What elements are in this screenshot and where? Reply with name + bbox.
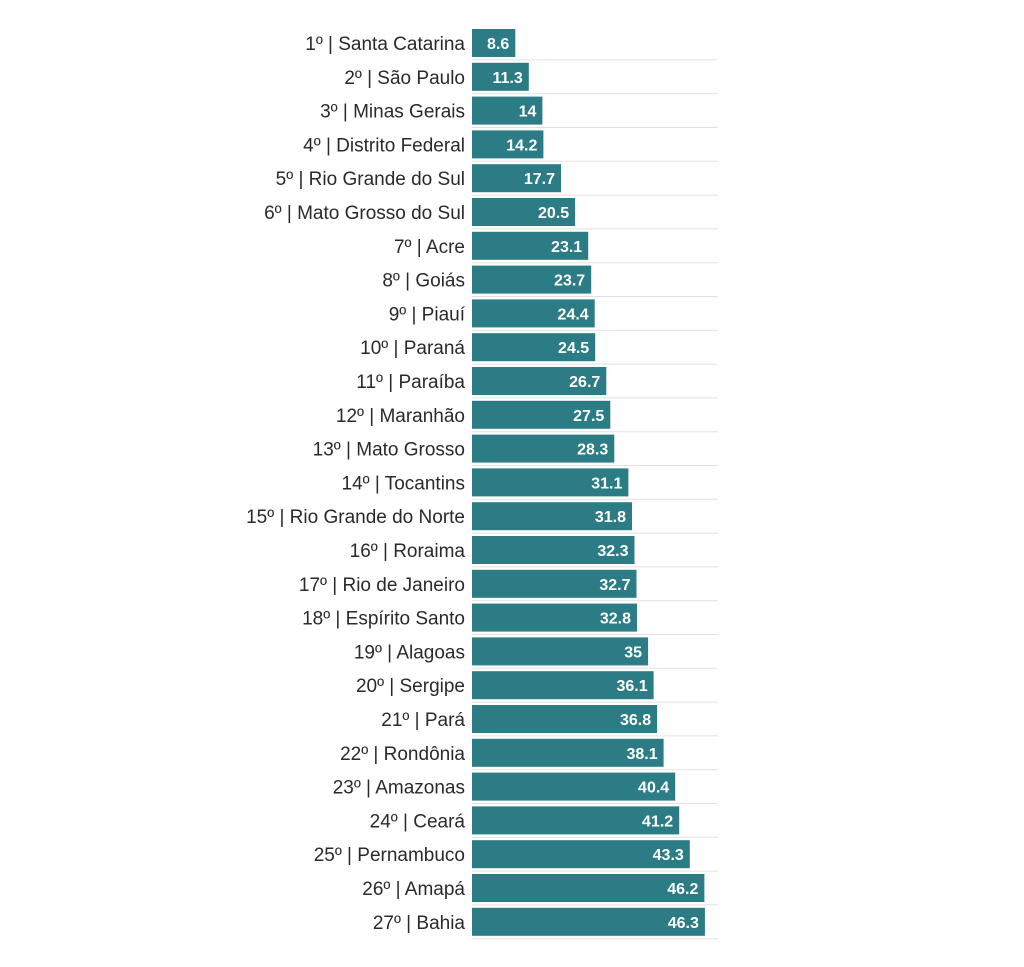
value-label: 28.3 — [577, 442, 608, 459]
category-label: 9º | Piauí — [389, 304, 466, 325]
category-label: 15º | Rio Grande do Norte — [246, 507, 465, 528]
value-label: 36.1 — [616, 678, 647, 695]
bar — [472, 130, 544, 159]
bar — [472, 907, 705, 936]
value-label: 40.4 — [638, 780, 669, 797]
bar — [472, 198, 576, 226]
category-label: 16º | Roraima — [350, 541, 466, 562]
bar — [472, 536, 635, 564]
bar — [472, 265, 592, 294]
value-label: 8.6 — [487, 36, 509, 53]
value-label: 23.1 — [551, 239, 582, 256]
bar — [472, 299, 595, 328]
category-label: 7º | Acre — [394, 237, 465, 258]
category-label: 8º | Goiás — [382, 271, 465, 292]
bar — [472, 603, 637, 632]
value-label: 46.2 — [667, 881, 698, 898]
category-label: 4º | Distrito Federal — [303, 135, 465, 156]
category-label: 5º | Rio Grande do Sul — [276, 169, 465, 190]
bar — [472, 874, 705, 902]
category-label: 23º | Amazonas — [333, 778, 465, 799]
value-label: 20.5 — [538, 205, 569, 222]
value-label: 36.8 — [620, 712, 651, 729]
category-label: 21º | Pará — [381, 710, 465, 731]
category-label: 3º | Minas Gerais — [320, 102, 465, 123]
category-label: 13º | Mato Grosso — [313, 440, 465, 461]
category-label: 26º | Amapá — [362, 879, 465, 900]
value-label: 26.7 — [569, 374, 600, 391]
category-label: 12º | Maranhão — [336, 406, 465, 427]
category-label: 14º | Tocantins — [342, 473, 466, 494]
category-label: 2º | São Paulo — [344, 68, 465, 89]
category-label: 17º | Rio de Janeiro — [299, 575, 465, 596]
value-label: 32.3 — [597, 543, 628, 560]
category-label: 25º | Pernambuco — [314, 845, 465, 866]
bar — [472, 231, 589, 260]
bar — [472, 164, 561, 193]
value-label: 23.7 — [554, 273, 585, 290]
category-label: 19º | Alagoas — [354, 642, 465, 663]
category-label: 24º | Ceará — [370, 811, 466, 832]
bar — [472, 96, 543, 125]
bar — [472, 637, 649, 666]
bar — [472, 62, 529, 91]
bar — [472, 434, 615, 463]
value-label: 32.7 — [599, 577, 630, 594]
category-label: 6º | Mato Grosso do Sul — [264, 203, 465, 224]
value-label: 17.7 — [524, 171, 555, 188]
bar — [472, 333, 596, 362]
bar — [472, 840, 690, 869]
value-label: 46.3 — [668, 915, 699, 932]
value-label: 31.1 — [591, 475, 622, 492]
category-label: 20º | Sergipe — [356, 676, 465, 697]
bar — [472, 367, 607, 395]
bar — [472, 569, 637, 598]
bar — [472, 806, 680, 835]
bar — [472, 400, 611, 429]
category-label: 11º | Paraíba — [356, 372, 465, 393]
value-label: 27.5 — [573, 408, 604, 425]
bar — [472, 29, 516, 57]
value-label: 35 — [624, 644, 642, 661]
value-label: 38.1 — [626, 746, 657, 763]
category-label: 27º | Bahia — [373, 913, 466, 934]
category-label: 10º | Paraná — [360, 338, 465, 359]
category-label: 1º | Santa Catarina — [305, 34, 465, 55]
bar — [472, 468, 629, 497]
value-label: 14.2 — [506, 137, 537, 154]
value-label: 14 — [519, 104, 537, 121]
value-label: 11.3 — [493, 70, 523, 87]
bar — [472, 502, 632, 531]
value-label: 43.3 — [653, 847, 684, 864]
bar — [472, 772, 676, 801]
bar — [472, 705, 658, 733]
category-label: 22º | Rondônia — [340, 744, 465, 765]
value-label: 31.8 — [595, 509, 626, 526]
value-label: 41.2 — [642, 813, 673, 830]
bar — [472, 671, 654, 700]
bar — [472, 738, 664, 767]
value-label: 24.4 — [558, 306, 589, 323]
category-label: 18º | Espírito Santo — [302, 609, 465, 630]
value-label: 24.5 — [558, 340, 589, 357]
value-label: 32.8 — [600, 611, 631, 628]
